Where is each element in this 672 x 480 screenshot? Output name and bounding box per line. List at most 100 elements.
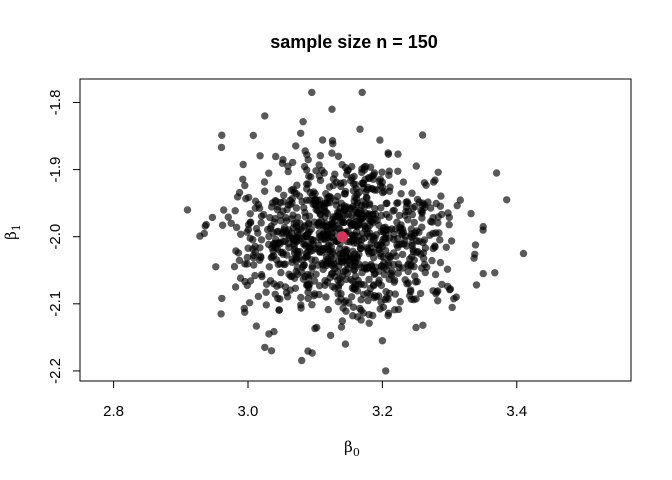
data-point	[300, 240, 308, 248]
data-point	[262, 288, 270, 296]
data-point	[359, 309, 368, 317]
data-point	[234, 249, 243, 257]
data-point	[241, 181, 249, 190]
data-point	[334, 290, 342, 298]
data-point	[302, 196, 311, 204]
data-point	[381, 234, 389, 242]
data-point	[334, 284, 343, 292]
data-point	[300, 261, 308, 269]
data-point	[285, 231, 293, 240]
data-point	[330, 217, 338, 226]
data-point	[243, 281, 251, 290]
data-point	[352, 228, 361, 236]
data-point	[251, 197, 260, 205]
data-point	[231, 283, 240, 291]
data-point	[395, 211, 404, 220]
data-point	[367, 262, 376, 270]
data-point	[350, 236, 358, 244]
data-point	[243, 253, 251, 262]
data-point	[377, 204, 385, 212]
data-point	[404, 261, 412, 269]
data-point	[246, 218, 254, 227]
data-point	[265, 169, 273, 177]
data-point	[220, 206, 228, 214]
data-point	[217, 310, 225, 318]
data-point	[413, 195, 422, 204]
data-point	[280, 223, 289, 232]
data-point	[411, 202, 419, 211]
data-point	[322, 293, 330, 301]
data-point	[368, 172, 376, 180]
data-point	[371, 204, 379, 213]
data-point	[442, 243, 450, 251]
data-point	[293, 247, 302, 256]
data-point	[301, 147, 309, 155]
y-axis-label: β1	[2, 224, 23, 240]
data-point	[314, 219, 323, 228]
data-point	[290, 220, 298, 228]
data-point	[305, 284, 313, 292]
data-point	[420, 179, 429, 187]
data-point	[218, 294, 226, 303]
data-point	[390, 235, 398, 244]
data-point	[308, 88, 316, 97]
data-point	[434, 219, 442, 227]
data-point	[365, 319, 373, 327]
data-point	[492, 169, 501, 177]
data-point	[217, 143, 226, 152]
data-point	[376, 249, 384, 258]
data-point	[334, 152, 343, 160]
data-point	[315, 201, 323, 209]
data-point	[333, 208, 342, 217]
data-point	[301, 213, 310, 221]
data-point	[270, 242, 278, 250]
data-point	[503, 196, 511, 204]
data-point	[307, 173, 315, 181]
data-point	[471, 250, 479, 258]
data-point	[445, 213, 453, 222]
data-point	[394, 305, 403, 314]
data-point	[456, 196, 464, 204]
data-point	[322, 253, 331, 261]
data-point	[438, 210, 446, 219]
data-point	[239, 160, 247, 169]
data-point	[419, 249, 428, 257]
data-point	[252, 224, 261, 233]
data-point	[467, 209, 475, 218]
data-point	[429, 287, 437, 295]
data-point	[267, 203, 276, 211]
data-point	[382, 199, 390, 208]
data-point	[340, 190, 349, 198]
data-point	[304, 156, 312, 164]
data-point	[394, 199, 402, 207]
data-point	[412, 323, 420, 332]
data-point	[357, 296, 365, 304]
data-point	[218, 221, 227, 229]
data-point	[305, 220, 313, 228]
data-point	[385, 167, 393, 175]
data-point	[293, 270, 302, 278]
data-point	[201, 222, 209, 230]
data-point	[263, 225, 272, 234]
data-point	[208, 213, 217, 222]
data-point	[361, 175, 369, 184]
data-point	[284, 240, 293, 248]
data-point	[297, 129, 305, 137]
data-point	[375, 177, 384, 186]
data-point	[328, 282, 337, 291]
data-point	[302, 253, 310, 262]
data-point	[431, 176, 439, 184]
data-point	[378, 168, 386, 176]
data-point	[257, 219, 265, 227]
data-point	[380, 270, 388, 279]
data-point	[236, 230, 245, 238]
data-point	[384, 309, 393, 317]
data-point	[283, 205, 291, 214]
data-point	[447, 237, 456, 245]
x-tick-label: 3.2	[372, 403, 393, 420]
data-point	[479, 222, 487, 231]
data-point	[384, 150, 393, 158]
data-point	[281, 260, 289, 268]
points-layer	[183, 88, 528, 375]
